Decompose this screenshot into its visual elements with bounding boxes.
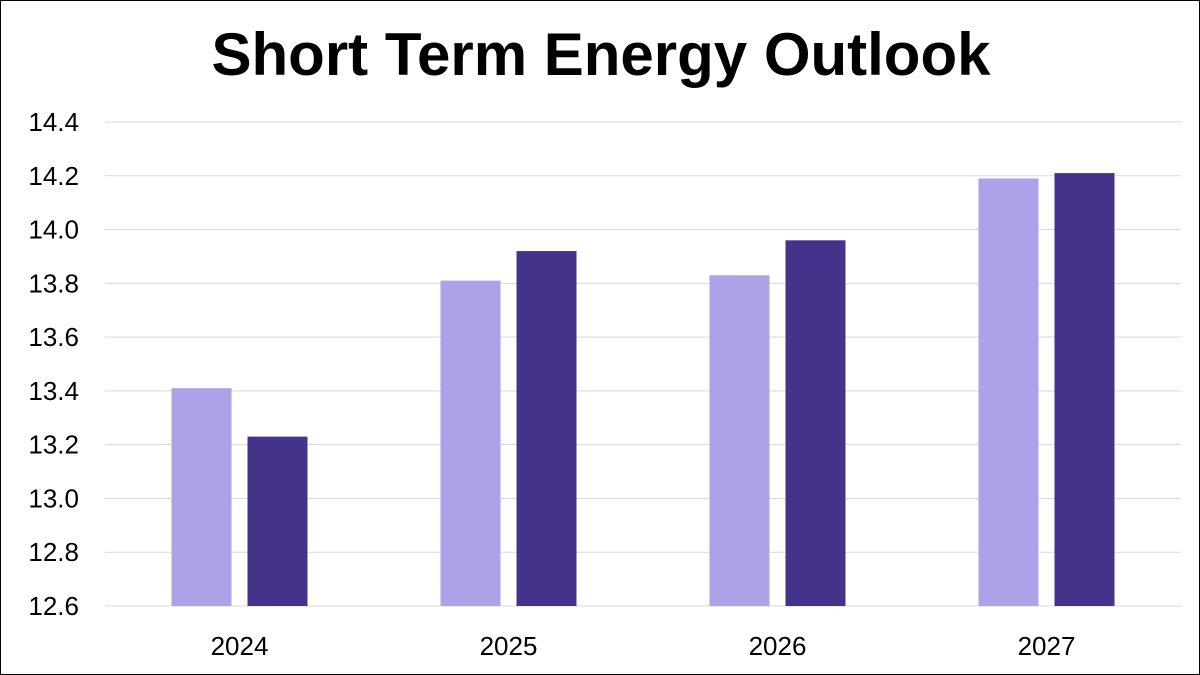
x-axis-ticks: 2024 2025 2026 2027 (211, 631, 1076, 661)
x-tick-label: 2027 (1018, 631, 1076, 661)
y-tick-label: 14.0 (28, 215, 79, 245)
y-tick-label: 14.4 (28, 107, 79, 137)
bar-2027-series-1 (978, 178, 1039, 606)
x-tick-label: 2024 (211, 631, 269, 661)
y-tick-label: 13.0 (28, 483, 79, 513)
y-tick-label: 14.2 (28, 161, 79, 191)
bar-2025-series-1 (440, 280, 501, 606)
x-tick-label: 2026 (749, 631, 807, 661)
y-tick-label: 13.6 (28, 322, 79, 352)
bar-2024-series-1 (171, 388, 232, 606)
bar-2024-series-2 (247, 436, 308, 606)
bar-2026-series-2 (785, 240, 846, 607)
bars (171, 173, 1115, 607)
bar-2026-series-1 (709, 275, 770, 606)
y-tick-label: 12.8 (28, 537, 79, 567)
y-tick-label: 13.4 (28, 376, 79, 406)
bar-2027-series-2 (1054, 173, 1115, 607)
bar-2025-series-2 (516, 251, 577, 607)
x-tick-label: 2025 (480, 631, 538, 661)
chart-title: Short Term Energy Outlook (211, 21, 991, 88)
y-tick-label: 13.8 (28, 268, 79, 298)
y-tick-label: 12.6 (28, 591, 79, 621)
y-axis-ticks: 12.6 12.8 13.0 13.2 13.4 13.6 13.8 14.0 14.2 14.4 (28, 107, 79, 621)
y-tick-label: 13.2 (28, 430, 79, 460)
